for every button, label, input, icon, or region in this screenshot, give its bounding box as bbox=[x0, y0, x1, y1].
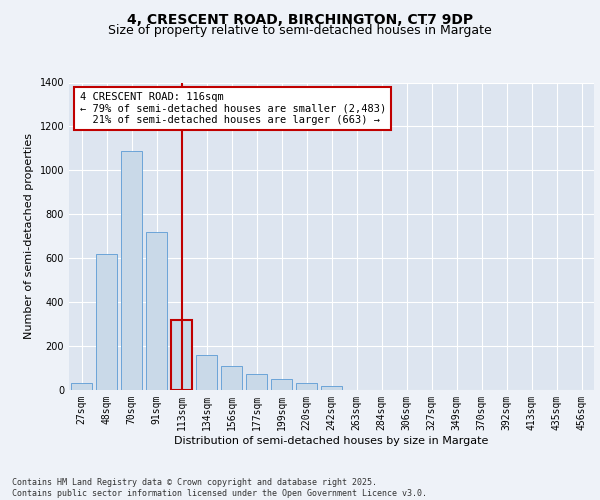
Bar bbox=[96, 254, 117, 390]
Bar bbox=[146, 232, 167, 390]
Text: Size of property relative to semi-detached houses in Margate: Size of property relative to semi-detach… bbox=[108, 24, 492, 37]
Bar bbox=[246, 374, 267, 390]
Text: 4, CRESCENT ROAD, BIRCHINGTON, CT7 9DP: 4, CRESCENT ROAD, BIRCHINGTON, CT7 9DP bbox=[127, 12, 473, 26]
Bar bbox=[321, 386, 342, 390]
X-axis label: Distribution of semi-detached houses by size in Margate: Distribution of semi-detached houses by … bbox=[175, 436, 488, 446]
Text: Contains HM Land Registry data © Crown copyright and database right 2025.
Contai: Contains HM Land Registry data © Crown c… bbox=[12, 478, 427, 498]
Bar bbox=[121, 150, 142, 390]
Bar bbox=[71, 384, 92, 390]
Bar bbox=[296, 384, 317, 390]
Bar bbox=[171, 320, 192, 390]
Bar bbox=[196, 355, 217, 390]
Y-axis label: Number of semi-detached properties: Number of semi-detached properties bbox=[24, 133, 34, 339]
Bar bbox=[221, 366, 242, 390]
Bar bbox=[271, 379, 292, 390]
Text: 4 CRESCENT ROAD: 116sqm
← 79% of semi-detached houses are smaller (2,483)
  21% : 4 CRESCENT ROAD: 116sqm ← 79% of semi-de… bbox=[79, 92, 386, 125]
